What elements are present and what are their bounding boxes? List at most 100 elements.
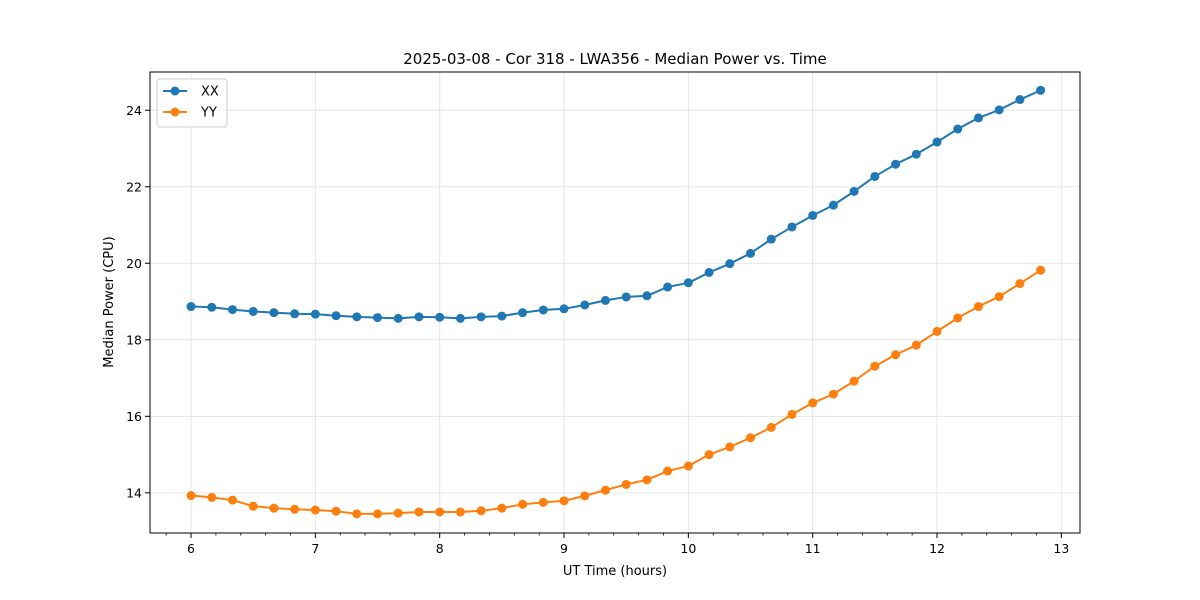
data-point-xx: [704, 267, 714, 277]
data-point-yy: [393, 508, 403, 518]
x-axis-label: UT Time (hours): [563, 564, 667, 579]
x-tick-label: 11: [805, 541, 821, 556]
data-point-yy: [808, 398, 818, 408]
data-point-yy: [766, 422, 776, 432]
data-point-xx: [828, 200, 838, 210]
data-point-xx: [1036, 85, 1046, 95]
data-point-yy: [373, 509, 383, 519]
data-point-xx: [331, 311, 341, 321]
series-layer: [186, 85, 1046, 519]
series-yy: [186, 265, 1046, 519]
data-point-xx: [663, 282, 673, 292]
data-point-yy: [352, 509, 362, 519]
data-point-xx: [352, 312, 362, 322]
data-point-yy: [455, 507, 465, 517]
data-point-yy: [310, 505, 320, 515]
data-point-xx: [373, 313, 383, 323]
data-point-yy: [207, 492, 217, 502]
data-point-yy: [476, 506, 486, 516]
data-point-xx: [766, 234, 776, 244]
data-point-xx: [642, 291, 652, 301]
data-point-yy: [518, 499, 528, 509]
data-point-yy: [828, 389, 838, 399]
data-point-xx: [269, 308, 279, 318]
data-point-xx: [870, 171, 880, 181]
x-tick-label: 10: [680, 541, 696, 556]
x-tick-label: 9: [560, 541, 568, 556]
data-point-yy: [870, 361, 880, 371]
legend: XX YY: [156, 78, 228, 128]
data-point-xx: [932, 137, 942, 147]
data-point-yy: [414, 507, 424, 517]
data-point-yy: [290, 504, 300, 514]
data-point-yy: [663, 466, 673, 476]
y-tick-label: 22: [126, 179, 142, 194]
data-point-xx: [559, 304, 569, 314]
data-point-xx: [518, 308, 528, 318]
legend-label-yy: YY: [200, 106, 217, 121]
data-point-xx: [994, 105, 1004, 115]
data-point-xx: [621, 292, 631, 302]
data-point-yy: [1036, 265, 1046, 275]
data-point-yy: [849, 376, 859, 386]
data-point-yy: [538, 497, 548, 507]
data-point-xx: [683, 278, 693, 288]
data-point-xx: [725, 259, 735, 269]
data-point-xx: [435, 312, 445, 322]
data-point-xx: [787, 222, 797, 232]
data-point-yy: [704, 450, 714, 460]
legend-marker-xx: [170, 86, 180, 96]
x-tick-label: 7: [311, 541, 319, 556]
data-point-xx: [393, 313, 403, 323]
data-point-yy: [953, 313, 963, 323]
data-point-yy: [497, 503, 507, 513]
x-tick-label: 12: [929, 541, 945, 556]
data-point-yy: [973, 302, 983, 312]
data-point-xx: [186, 302, 196, 312]
data-point-xx: [248, 306, 258, 316]
series-xx: [186, 85, 1046, 323]
data-point-xx: [891, 159, 901, 169]
legend-label-xx: XX: [201, 85, 219, 100]
data-point-xx: [414, 312, 424, 322]
data-point-yy: [994, 292, 1004, 302]
data-point-xx: [808, 210, 818, 220]
data-point-yy: [621, 479, 631, 489]
data-point-xx: [953, 124, 963, 134]
y-axis-label: Median Power (CPU): [102, 236, 117, 367]
data-point-yy: [683, 461, 693, 471]
data-point-yy: [891, 350, 901, 360]
data-point-xx: [849, 186, 859, 196]
y-tick-label: 20: [126, 256, 142, 271]
data-point-yy: [932, 326, 942, 336]
plot-frame: [149, 71, 1081, 534]
data-point-yy: [227, 495, 237, 505]
data-point-xx: [476, 312, 486, 322]
data-point-yy: [787, 409, 797, 419]
data-point-xx: [310, 309, 320, 319]
data-point-xx: [600, 295, 610, 305]
x-tick-label: 6: [187, 541, 195, 556]
data-point-xx: [973, 113, 983, 123]
data-point-yy: [600, 485, 610, 495]
data-point-xx: [227, 305, 237, 315]
data-point-xx: [1015, 95, 1025, 105]
data-point-yy: [559, 496, 569, 506]
chart-title: 2025-03-08 - Cor 318 - LWA356 - Median P…: [403, 50, 827, 68]
data-point-yy: [269, 503, 279, 513]
data-point-xx: [911, 149, 921, 159]
data-point-xx: [580, 300, 590, 310]
data-point-xx: [290, 309, 300, 319]
data-point-yy: [580, 491, 590, 501]
data-point-yy: [746, 433, 756, 443]
data-point-yy: [642, 475, 652, 485]
data-point-xx: [497, 311, 507, 321]
data-point-xx: [746, 248, 756, 258]
x-tick-label: 8: [436, 541, 444, 556]
data-point-xx: [207, 302, 217, 312]
data-point-xx: [538, 305, 548, 315]
data-point-yy: [331, 506, 341, 516]
data-point-yy: [248, 501, 258, 511]
data-point-yy: [435, 507, 445, 517]
data-point-yy: [911, 340, 921, 350]
